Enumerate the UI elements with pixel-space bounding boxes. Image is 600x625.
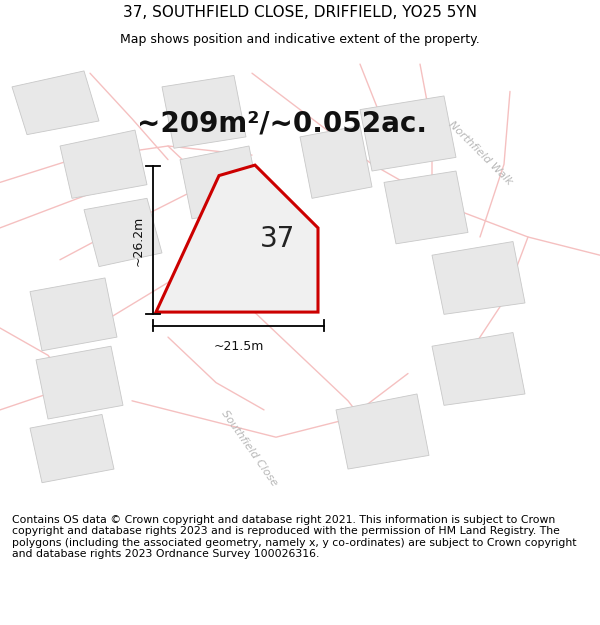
Text: 37, SOUTHFIELD CLOSE, DRIFFIELD, YO25 5YN: 37, SOUTHFIELD CLOSE, DRIFFIELD, YO25 5Y… bbox=[123, 4, 477, 19]
Polygon shape bbox=[84, 198, 162, 267]
Text: Contains OS data © Crown copyright and database right 2021. This information is : Contains OS data © Crown copyright and d… bbox=[12, 514, 577, 559]
Polygon shape bbox=[300, 126, 372, 198]
Text: Northfield Walk: Northfield Walk bbox=[446, 119, 514, 187]
Polygon shape bbox=[12, 71, 99, 134]
Text: Southfield Close: Southfield Close bbox=[219, 409, 279, 488]
Text: Map shows position and indicative extent of the property.: Map shows position and indicative extent… bbox=[120, 33, 480, 46]
Text: ~209m²/~0.052ac.: ~209m²/~0.052ac. bbox=[137, 109, 427, 138]
Polygon shape bbox=[384, 171, 468, 244]
Polygon shape bbox=[180, 146, 261, 219]
Polygon shape bbox=[30, 414, 114, 482]
Polygon shape bbox=[162, 76, 246, 148]
Polygon shape bbox=[36, 346, 123, 419]
Polygon shape bbox=[432, 241, 525, 314]
Polygon shape bbox=[360, 96, 456, 171]
Text: ~26.2m: ~26.2m bbox=[131, 215, 145, 266]
Polygon shape bbox=[30, 278, 117, 351]
Text: ~21.5m: ~21.5m bbox=[214, 340, 263, 352]
Polygon shape bbox=[432, 332, 525, 406]
Text: 37: 37 bbox=[260, 224, 295, 253]
Polygon shape bbox=[60, 130, 147, 198]
Polygon shape bbox=[336, 394, 429, 469]
Polygon shape bbox=[156, 165, 318, 312]
